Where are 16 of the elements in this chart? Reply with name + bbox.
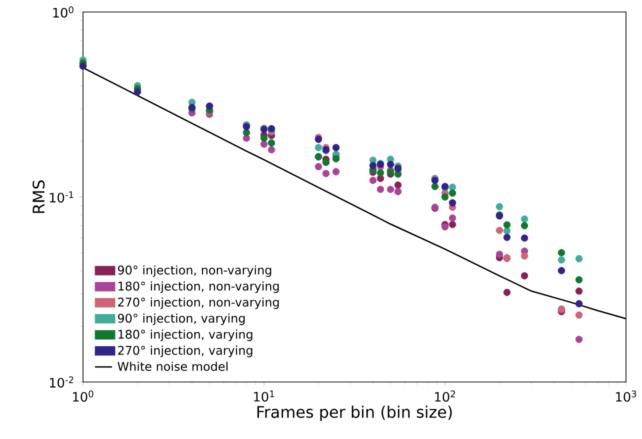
legend-label: White noise model (118, 362, 228, 371)
legend-label: 270° injection, non-varying (118, 297, 279, 310)
legend-label: 90° injection, varying (118, 314, 245, 326)
y-tick-label: 10$^{0}$ (53, 6, 74, 18)
y-tick-label: 10$^{-1}$ (50, 191, 74, 203)
x-tick-label: 10$^{1}$ (254, 390, 274, 402)
y-tick-label: 10$^{-2}$ (50, 376, 74, 388)
legend-label: 180° injection, non-varying (118, 281, 279, 293)
x-tick-label: 10$^{0}$ (73, 390, 94, 402)
x-tick-label: 10$^{2}$ (435, 390, 455, 402)
legend-label: 90° injection, non-varying (118, 265, 272, 277)
x-axis-title: Frames per bin (bin size) (257, 406, 452, 422)
y-axis-title: RMS (32, 180, 45, 213)
x-tick-label: 10$^{3}$ (616, 390, 636, 402)
legend-label: 180° injection, varying (118, 330, 252, 342)
legend-label: 270° injection, varying (118, 346, 252, 358)
